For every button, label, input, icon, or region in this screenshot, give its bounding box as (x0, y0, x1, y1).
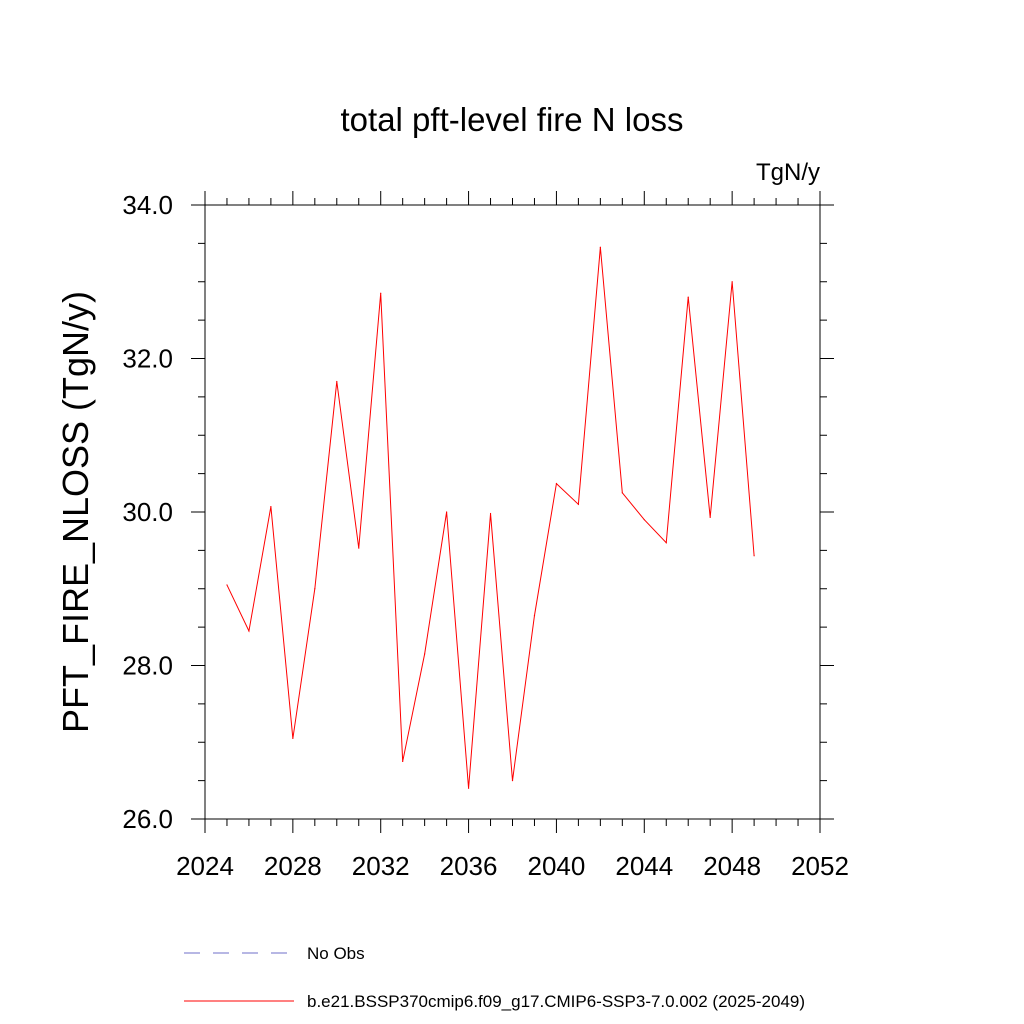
chart-title: total pft-level fire N loss (341, 101, 684, 138)
units-label: TgN/y (756, 159, 820, 186)
y-axis-label: PFT_FIRE_NLOSS (TgN/y) (55, 291, 96, 733)
data-point (358, 547, 360, 549)
data-point (687, 296, 689, 298)
data-point (380, 292, 382, 294)
x-tick-label: 2036 (440, 851, 498, 881)
x-tick-label: 2028 (264, 851, 322, 881)
data-point (577, 503, 579, 505)
data-point (621, 492, 623, 494)
data-point (336, 380, 338, 383)
y-tick-label: 26.0 (122, 804, 173, 834)
data-point (533, 615, 536, 617)
data-point (402, 760, 404, 763)
y-tick-label: 34.0 (122, 190, 173, 220)
x-tick-labels: 2024 2028 2032 2036 2040 2044 2048 2052 (176, 851, 849, 881)
y-tick-labels: 26.0 28.0 30.0 32.0 34.0 (122, 190, 173, 834)
y-tick-label: 32.0 (122, 344, 173, 374)
data-point (446, 511, 448, 513)
data-point (226, 584, 228, 586)
legend-label: b.e21.BSSP370cmip6.f09_g17.CMIP6-SSP3-7.… (307, 992, 805, 1011)
plot-frame (204, 204, 821, 820)
data-point (511, 780, 514, 782)
data-point (599, 246, 601, 248)
data-point (424, 653, 426, 655)
x-tick-label: 2040 (528, 851, 586, 881)
x-tick-label: 2044 (615, 851, 673, 881)
data-point (665, 542, 667, 544)
x-tick-label: 2052 (791, 851, 849, 881)
data-point (709, 516, 711, 518)
data-point (753, 555, 755, 557)
y-tick-label: 30.0 (122, 497, 173, 527)
x-tick-label: 2048 (703, 851, 761, 881)
data-point (555, 483, 558, 485)
x-tick-label: 2024 (176, 851, 234, 881)
axis-ticks (191, 191, 834, 833)
legend-label: No Obs (307, 944, 365, 963)
data-point (643, 519, 645, 521)
data-point (314, 588, 316, 590)
data-point (292, 737, 294, 740)
x-tick-label: 2032 (352, 851, 410, 881)
series-layer (226, 246, 755, 789)
data-point (489, 512, 492, 515)
y-tick-label: 28.0 (122, 651, 173, 681)
data-point (270, 506, 272, 508)
data-point (248, 630, 250, 632)
data-point (731, 281, 733, 283)
data-point (467, 787, 470, 789)
legend: No Obs b.e21.BSSP370cmip6.f09_g17.CMIP6-S… (184, 944, 805, 1011)
